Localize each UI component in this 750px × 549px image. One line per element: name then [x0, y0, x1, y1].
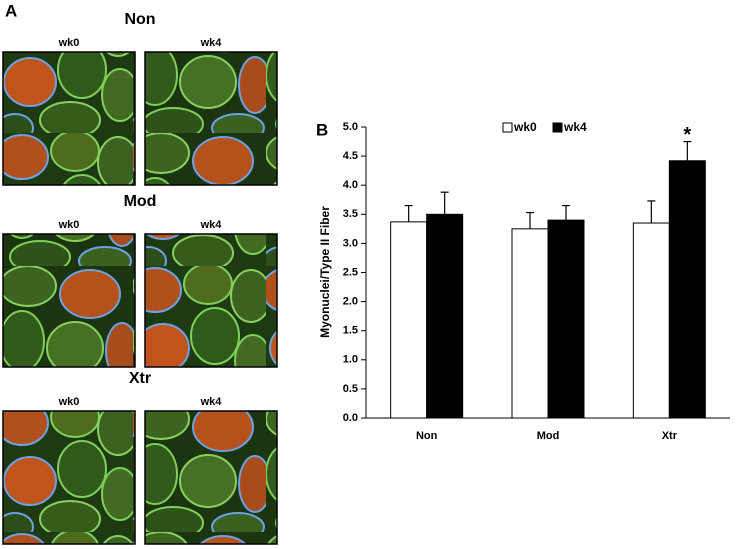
- bar: [547, 219, 585, 419]
- micrograph: [144, 410, 278, 545]
- image-label: wk0: [58, 219, 80, 231]
- group-title: Xtr: [129, 370, 151, 387]
- group-title: Non: [124, 11, 155, 28]
- micrograph: [144, 233, 278, 368]
- y-tick-label: 0.0: [343, 412, 358, 424]
- y-axis-label: Myonuclei/Type II Fiber: [318, 206, 332, 338]
- legend-swatch: [552, 122, 563, 133]
- bar: [390, 221, 428, 419]
- x-tick-label: Non: [416, 430, 438, 442]
- y-tick-label: 4.0: [343, 179, 358, 191]
- legend-label: wk0: [513, 120, 537, 134]
- micrograph: [2, 233, 136, 368]
- annotation: *: [683, 124, 691, 146]
- micrographs: Non wk0 wk4 Mod wk0 wk4 Xtr wk0 wk4: [2, 11, 278, 545]
- bar: [632, 222, 670, 419]
- bar: [426, 213, 464, 419]
- y-tick-label: 3.0: [343, 237, 358, 249]
- y-tick-label: 4.5: [343, 150, 358, 162]
- image-label: wk4: [200, 396, 223, 408]
- micrograph: [2, 51, 136, 186]
- panel-label: B: [316, 120, 328, 139]
- y-tick-label: 3.5: [343, 208, 358, 220]
- y-tick-label: 2.5: [343, 266, 358, 278]
- y-tick-label: 5.0: [343, 121, 358, 133]
- image-label: wk4: [200, 219, 223, 231]
- y-tick-label: 1.5: [343, 325, 358, 337]
- bar-chart: 0.0 0.5 1.0 1.5 2.0 2.5 3.0 3.5 4.0 4.5 5.0 Non Mod X…: [343, 120, 730, 442]
- image-label: wk0: [58, 396, 80, 408]
- image-label: wk4: [200, 37, 223, 49]
- group-title: Mod: [124, 193, 157, 210]
- legend-swatch: [502, 122, 513, 133]
- bar: [668, 160, 706, 419]
- x-tick-label: Mod: [537, 430, 560, 442]
- bar: [511, 228, 549, 419]
- legend-label: wk4: [563, 120, 587, 134]
- y-tick-label: 1.0: [343, 354, 358, 366]
- y-tick-label: 0.5: [343, 383, 358, 395]
- x-tick-label: Xtr: [662, 430, 678, 442]
- micrograph: [2, 410, 136, 545]
- image-label: wk0: [58, 37, 80, 49]
- micrograph: [144, 51, 278, 186]
- panel-label: A: [5, 1, 17, 20]
- y-tick-label: 2.0: [343, 296, 358, 308]
